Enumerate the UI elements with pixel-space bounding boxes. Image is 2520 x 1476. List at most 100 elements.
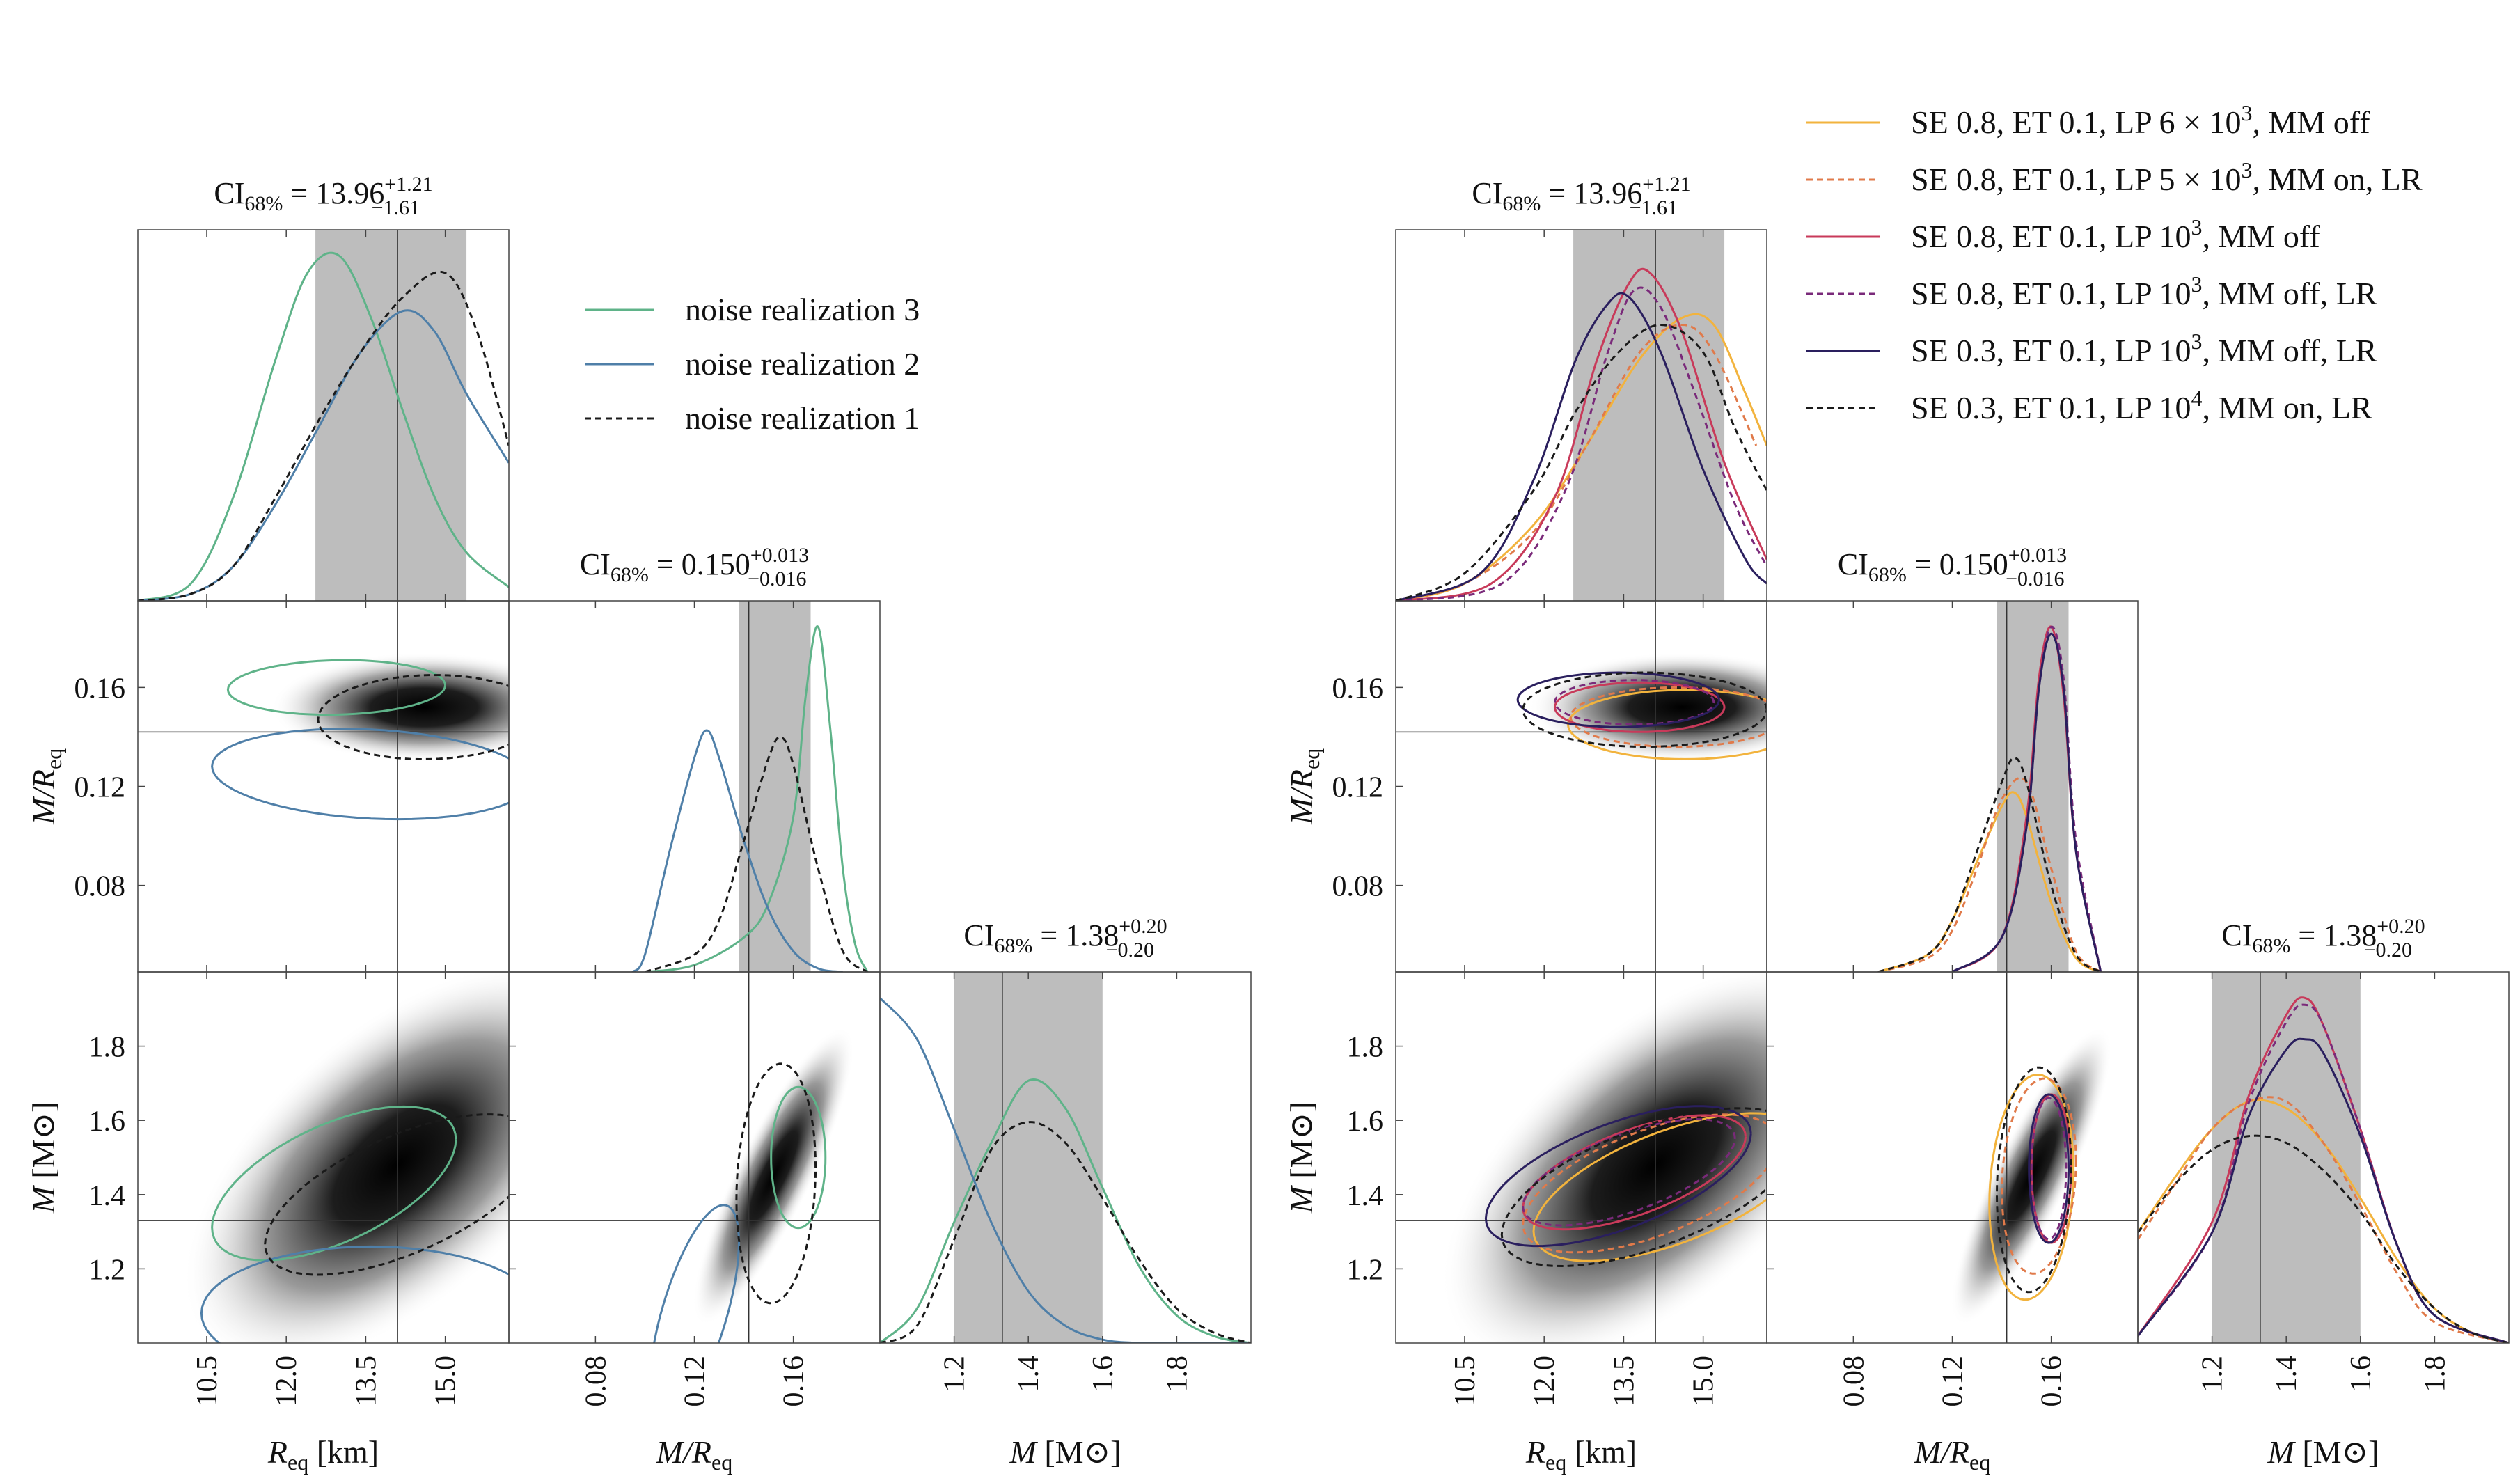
legend-post: , MM off <box>2203 219 2321 254</box>
ci-plus: +0.20 <box>2377 915 2425 938</box>
axis-label-y: M/Req <box>26 748 66 825</box>
ci-prefix: CI <box>214 176 244 210</box>
cell-frame <box>1766 600 2139 973</box>
legend-post: , MM off, LR <box>2203 276 2377 311</box>
contour-line <box>1532 1112 1767 1262</box>
ci-minus: −0.20 <box>2364 939 2412 961</box>
tick-label-y: 0.08 <box>74 871 126 903</box>
cell-content <box>1877 601 2102 972</box>
ci-median: = 1.38 <box>1032 918 1119 952</box>
legend-sup: 3 <box>2241 100 2252 125</box>
legend-label: noise realization 2 <box>685 346 920 382</box>
tick-label-x: 1.4 <box>2271 1356 2303 1392</box>
marginal-curve <box>1877 776 2102 972</box>
ci-title: CI68% = 0.150+0.013 −0.016 <box>1838 544 2067 590</box>
marginal-curve <box>2138 1096 2509 1343</box>
contour-line <box>317 674 509 761</box>
legend-sup: 4 <box>2191 386 2203 411</box>
contour-line <box>735 1062 817 1305</box>
tick-label-x: 10.5 <box>1449 1356 1481 1407</box>
legend-label: SE 0.8, ET 0.1, LP 103, MM off <box>1911 214 2320 254</box>
ci-prefix: CI <box>963 918 994 952</box>
cell-frame <box>879 971 1252 1344</box>
cell-content <box>138 601 509 972</box>
contour-line <box>1522 671 1767 748</box>
contour-line <box>1553 679 1715 726</box>
marginal-curve <box>1396 286 1767 601</box>
ci-band <box>954 972 1103 1343</box>
contour-line <box>1522 1118 1736 1227</box>
cell-2-2: CI68% = 1.38+0.20 −0.20 <box>879 915 1252 1344</box>
legend-sup: 3 <box>2241 157 2252 182</box>
ci-title: CI68% = 1.38+0.20 −0.20 <box>963 915 1167 961</box>
legend-pre: SE 0.8, ET 0.1, LP 10 <box>1911 276 2191 311</box>
ci-minus: −0.20 <box>1106 939 1154 961</box>
ci-minus: −1.61 <box>372 196 420 219</box>
legend-label: SE 0.3, ET 0.1, LP 104, MM on, LR <box>1911 386 2372 425</box>
tick-label-y: 1.6 <box>1347 1106 1384 1138</box>
cell-content <box>1396 601 1767 972</box>
axis-sub: eq <box>41 748 66 769</box>
ci-prefix: CI <box>1838 547 1868 581</box>
ci-prefix: CI <box>580 547 611 581</box>
ci-median: = 13.96 <box>283 176 384 210</box>
axis-unit: [km] <box>308 1434 379 1470</box>
legend-label: SE 0.3, ET 0.1, LP 103, MM off, LR <box>1911 329 2377 368</box>
axis-var: M/R <box>1914 1434 1969 1470</box>
axis-label-y: M/Req <box>1284 748 1324 825</box>
marginal-curve <box>645 625 869 972</box>
ci-plus: +1.21 <box>384 173 432 196</box>
axis-var: M/R <box>656 1434 711 1470</box>
ci-sub: 68% <box>1502 192 1541 215</box>
tick-label-x: 0.16 <box>2036 1356 2068 1407</box>
cell-1-1: CI68% = 0.150+0.013 −0.016 <box>508 544 881 973</box>
ci-minus: −1.61 <box>1630 196 1678 219</box>
ci-plus: +0.013 <box>750 544 809 567</box>
cell-2-0 <box>137 971 510 1344</box>
legend-pre: SE 0.3, ET 0.1, LP 10 <box>1911 390 2191 425</box>
contour-line <box>653 1204 740 1343</box>
ci-sub: 68% <box>611 563 649 586</box>
density-blob <box>271 652 509 762</box>
contour-line <box>2030 1097 2068 1241</box>
tick-label-y: 1.2 <box>89 1254 126 1286</box>
ci-title: CI68% = 13.96+1.21 −1.61 <box>1472 173 1690 219</box>
tick-label-y: 0.16 <box>1332 673 1384 705</box>
legend-post: , MM on, LR <box>2203 390 2372 425</box>
ci-prefix: CI <box>1472 176 1502 210</box>
axis-label-y: M [M⊙] <box>1284 1102 1319 1214</box>
cell-content <box>1396 972 1767 1343</box>
marginal-curve <box>138 251 509 601</box>
cell-frame <box>2137 971 2510 1344</box>
axis-var: M <box>1284 1184 1319 1214</box>
tick-label-x: 10.5 <box>191 1356 223 1407</box>
cell-content <box>138 972 509 1343</box>
tick-label-y: 1.4 <box>89 1180 126 1212</box>
marginal-curve <box>2138 1037 2509 1343</box>
tick-label-x: 0.08 <box>580 1356 612 1407</box>
contour-line <box>200 1245 509 1343</box>
axis-sub: eq <box>1299 748 1324 769</box>
marginal-curve <box>1396 323 1758 601</box>
contour-line <box>1988 1073 2075 1301</box>
ci-title: CI68% = 0.150+0.013 −0.016 <box>580 544 809 590</box>
tick-label-y: 1.6 <box>89 1106 126 1138</box>
legend-post: , MM off <box>2252 104 2370 140</box>
tick-label-y: 1.8 <box>1347 1032 1384 1064</box>
tick-label-y: 1.2 <box>1347 1254 1384 1286</box>
marginal-curve <box>880 1078 1251 1343</box>
axis-label-x: M [M⊙] <box>1009 1434 1121 1470</box>
marginal-curve <box>880 997 1251 1343</box>
legend-label: noise realization 3 <box>685 292 920 327</box>
axis-var: M/R <box>26 769 61 825</box>
legend-post: , MM on, LR <box>2252 162 2422 197</box>
ci-sub: 68% <box>2252 934 2290 957</box>
axis-unit: [M⊙] <box>1037 1434 1121 1470</box>
tick-label-y: 0.16 <box>74 673 126 705</box>
cell-0-0: CI68% = 13.96+1.21 −1.61 <box>137 173 510 602</box>
marginal-curve <box>644 736 869 972</box>
ci-plus: +0.20 <box>1119 915 1167 938</box>
